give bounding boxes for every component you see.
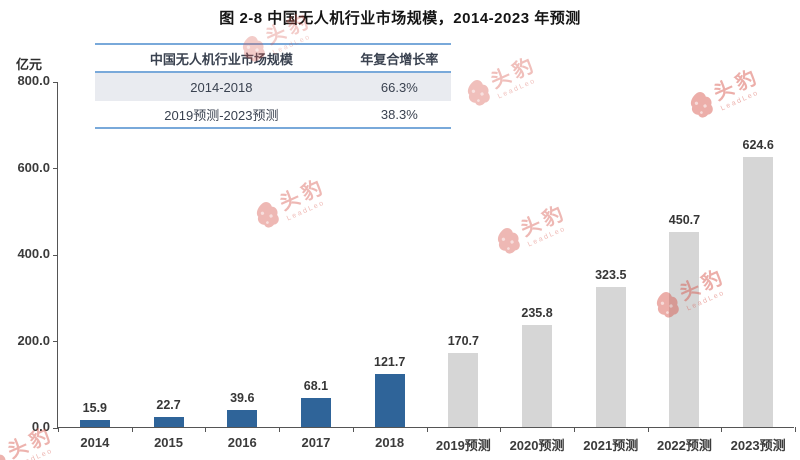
summary-period-cell: 2014-2018 — [190, 79, 253, 95]
bar-value-label: 68.1 — [303, 378, 329, 393]
y-tick-mark — [53, 427, 58, 429]
bar-2016 — [227, 409, 258, 427]
x-axis-label: 2017 — [301, 435, 331, 450]
bar-2020预测 — [522, 325, 553, 427]
x-tick-mark — [573, 427, 575, 432]
y-tick-label: 0.0 — [31, 419, 50, 434]
x-axis-label: 2023预测 — [730, 438, 786, 453]
x-tick-mark — [795, 427, 796, 432]
x-tick-mark — [647, 427, 649, 432]
x-tick-mark — [131, 427, 133, 432]
y-tick-label: 600.0 — [17, 159, 50, 175]
figure-title: 图 2-8 中国无人机行业市场规模，2014-2023 年预测 — [219, 10, 581, 27]
x-axis-label: 2018 — [375, 435, 405, 450]
leadleo-leopard-logo-icon — [0, 449, 7, 460]
bar-2022预测 — [669, 232, 700, 427]
y-axis-unit-label: 亿元 — [16, 57, 43, 72]
y-tick-label: 200.0 — [17, 332, 50, 348]
bar-value-label: 624.6 — [742, 137, 774, 152]
y-tick-label: 400.0 — [17, 246, 50, 261]
summary-cagr-cell: 66.3% — [380, 79, 418, 95]
y-tick-mark — [53, 341, 58, 342]
summary-table-header-row: 中国无人机行业市场规模 年复合增长率 — [95, 43, 451, 73]
summary-table-row: 2014-2018 66.3% — [95, 73, 451, 101]
x-tick-mark — [58, 427, 59, 432]
bar-value-label: 323.5 — [595, 268, 627, 283]
bar-2017 — [300, 397, 331, 427]
x-tick-mark — [352, 427, 354, 432]
bar-value-label: 15.9 — [82, 401, 108, 416]
x-axis-label: 2015 — [154, 435, 183, 450]
summary-period-cell: 2019预测-2023预测 — [164, 107, 279, 123]
watermark-subtext: LeadLeo — [13, 447, 55, 460]
summary-table-row: 2019预测-2023预测 38.3% — [95, 101, 451, 129]
x-tick-mark — [205, 427, 207, 432]
bar-2021预测 — [595, 287, 626, 427]
x-axis-label: 2021预测 — [583, 438, 639, 453]
plot-area: 0.0 200.0 400.0 600.0 800.0 15.9 2014 22.7 2015 3… — [17, 73, 796, 453]
bar-2023预测 — [743, 156, 774, 427]
x-axis-label: 2019预测 — [435, 438, 491, 453]
bar-value-label: 121.7 — [374, 355, 406, 370]
x-tick-mark — [500, 427, 502, 432]
summary-table-header-cell: 中国无人机行业市场规模 — [149, 51, 293, 67]
x-tick-mark — [426, 427, 428, 432]
bar-value-label: 170.7 — [447, 334, 479, 349]
y-tick-mark — [53, 81, 58, 83]
y-tick-mark — [53, 168, 58, 169]
x-axis-label: 2016 — [227, 435, 257, 450]
x-tick-mark — [721, 427, 723, 432]
y-tick-mark — [53, 254, 58, 256]
y-tick-label: 800.0 — [17, 73, 50, 88]
bar-2019预测 — [448, 353, 479, 427]
bar-value-label: 22.7 — [156, 398, 181, 413]
summary-cagr-cell: 38.3% — [380, 106, 418, 122]
bar-2014 — [79, 420, 110, 427]
x-axis-label: 2020预测 — [509, 438, 565, 453]
summary-table-header-cell: 年复合增长率 — [360, 51, 439, 67]
x-axis-label: 2022预测 — [656, 438, 712, 453]
bar-value-label: 450.7 — [668, 213, 701, 228]
cagr-summary-table: 中国无人机行业市场规模 年复合增长率 2014-2018 66.3% 2019预测-20… — [95, 43, 451, 129]
bar-value-label: 235.8 — [521, 306, 553, 321]
bar-2018 — [374, 374, 405, 427]
x-axis-label: 2014 — [80, 435, 110, 450]
x-tick-mark — [279, 427, 281, 432]
bar-2015 — [153, 417, 184, 427]
bar-value-label: 39.6 — [230, 390, 255, 405]
